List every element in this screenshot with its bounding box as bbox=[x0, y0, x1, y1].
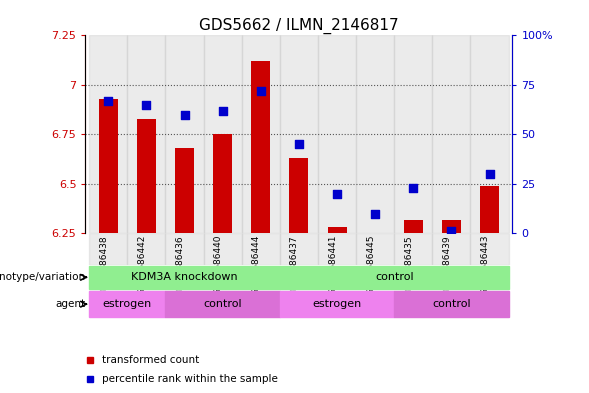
Point bbox=[485, 171, 494, 177]
Text: GSM1686444: GSM1686444 bbox=[252, 235, 261, 296]
Text: agent: agent bbox=[56, 299, 86, 309]
Bar bbox=[442, 220, 461, 233]
Bar bbox=[89, 292, 166, 317]
Point bbox=[409, 185, 418, 191]
Text: GSM1686436: GSM1686436 bbox=[176, 235, 184, 296]
Bar bbox=[280, 266, 509, 289]
Bar bbox=[394, 35, 432, 233]
Bar bbox=[175, 148, 194, 233]
Text: GSM1686437: GSM1686437 bbox=[290, 235, 299, 296]
Bar bbox=[99, 99, 118, 233]
Bar bbox=[280, 233, 318, 264]
Bar bbox=[127, 233, 166, 264]
Bar bbox=[432, 35, 471, 233]
Text: GSM1686445: GSM1686445 bbox=[366, 235, 375, 296]
Bar bbox=[204, 233, 241, 264]
Text: GSM1686435: GSM1686435 bbox=[404, 235, 413, 296]
Bar bbox=[471, 233, 509, 264]
Text: GSM1686439: GSM1686439 bbox=[442, 235, 451, 296]
Point bbox=[142, 101, 151, 108]
Text: control: control bbox=[375, 272, 413, 282]
Text: percentile rank within the sample: percentile rank within the sample bbox=[102, 374, 278, 384]
Text: genotype/variation: genotype/variation bbox=[0, 272, 86, 282]
Point bbox=[218, 108, 227, 114]
Bar bbox=[356, 35, 394, 233]
Text: estrogen: estrogen bbox=[312, 299, 362, 309]
Bar bbox=[480, 186, 499, 233]
Bar bbox=[280, 292, 394, 317]
Text: GSM1686438: GSM1686438 bbox=[100, 235, 108, 296]
Bar bbox=[213, 134, 232, 233]
Bar bbox=[404, 220, 423, 233]
Bar bbox=[241, 233, 280, 264]
Text: estrogen: estrogen bbox=[102, 299, 152, 309]
Bar bbox=[394, 292, 509, 317]
Bar bbox=[204, 35, 241, 233]
Text: control: control bbox=[203, 299, 242, 309]
Bar bbox=[127, 35, 166, 233]
Bar bbox=[289, 158, 309, 233]
Bar bbox=[432, 233, 471, 264]
Text: GSM1686440: GSM1686440 bbox=[214, 235, 223, 296]
Point bbox=[180, 112, 189, 118]
Text: GSM1686443: GSM1686443 bbox=[481, 235, 489, 296]
Bar bbox=[327, 228, 346, 233]
Bar bbox=[166, 292, 280, 317]
Text: GSM1686442: GSM1686442 bbox=[137, 235, 147, 296]
Point bbox=[370, 211, 380, 217]
Bar bbox=[318, 35, 356, 233]
Point bbox=[332, 191, 342, 197]
Text: GSM1686441: GSM1686441 bbox=[328, 235, 337, 296]
Bar bbox=[137, 119, 156, 233]
Bar bbox=[241, 35, 280, 233]
Bar bbox=[89, 35, 127, 233]
Bar bbox=[356, 233, 394, 264]
Point bbox=[294, 141, 304, 147]
Bar bbox=[166, 233, 204, 264]
Bar bbox=[394, 233, 432, 264]
Point bbox=[104, 97, 113, 104]
Bar bbox=[252, 61, 270, 233]
Point bbox=[256, 88, 266, 94]
Point bbox=[446, 228, 456, 235]
Bar bbox=[318, 233, 356, 264]
Bar bbox=[89, 266, 280, 289]
Bar bbox=[471, 35, 509, 233]
Bar bbox=[280, 35, 318, 233]
Title: GDS5662 / ILMN_2146817: GDS5662 / ILMN_2146817 bbox=[199, 18, 399, 34]
Text: KDM3A knockdown: KDM3A knockdown bbox=[131, 272, 238, 282]
Text: transformed count: transformed count bbox=[102, 354, 200, 365]
Text: control: control bbox=[432, 299, 471, 309]
Bar bbox=[166, 35, 204, 233]
Bar bbox=[89, 233, 127, 264]
